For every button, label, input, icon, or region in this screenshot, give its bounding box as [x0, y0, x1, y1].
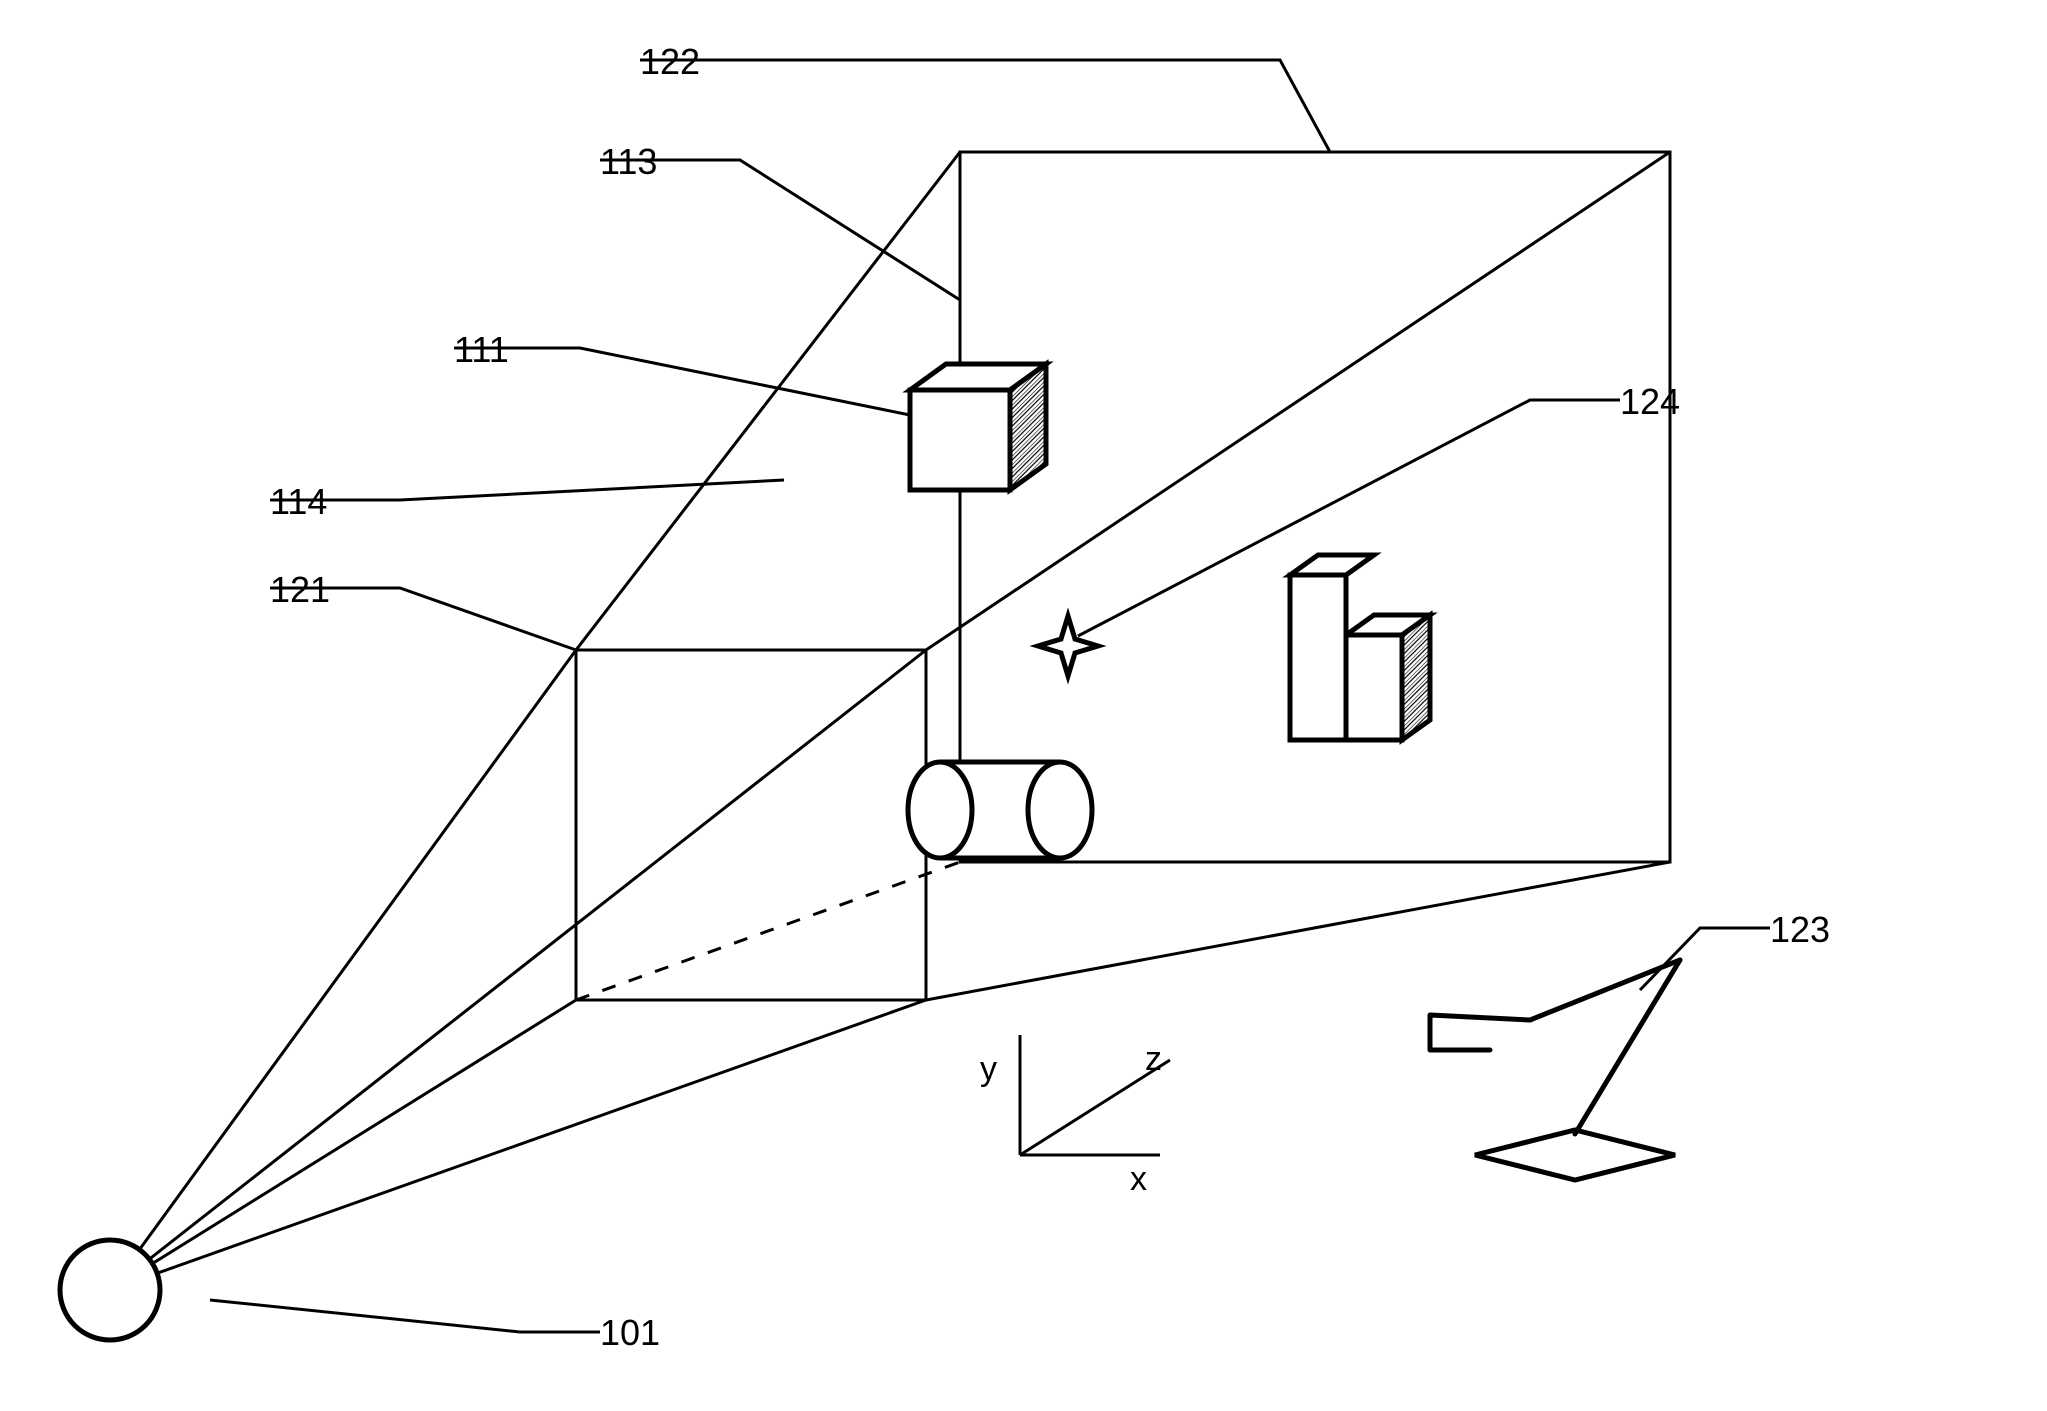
frustum-edge: [576, 152, 960, 650]
ref-label: 123: [1770, 909, 1830, 950]
frustum-edge-hidden: [576, 862, 960, 1000]
ref-label: 114: [270, 481, 327, 522]
cube-object: [910, 364, 1046, 490]
near-plane: [576, 650, 926, 1000]
leader-line: [454, 348, 910, 415]
bar-object: [1346, 615, 1430, 740]
leader-line: [1640, 928, 1770, 990]
far-plane: [960, 152, 1670, 862]
frustum-edge: [926, 862, 1670, 1000]
eye-icon: [60, 1240, 160, 1340]
star-marker: [1038, 616, 1098, 676]
ref-label: 111: [454, 329, 509, 370]
leader-line: [210, 1300, 600, 1332]
eye-ray: [110, 650, 576, 1290]
lamp-object: [1430, 960, 1680, 1180]
leader-line: [640, 60, 1330, 152]
axis-label-z: z: [1145, 1040, 1162, 1078]
leader-line: [1078, 400, 1620, 636]
ref-label: 121: [270, 569, 330, 610]
view-frustum: [110, 152, 1670, 1290]
eye-ray: [110, 1000, 576, 1290]
ref-label: 101: [600, 1312, 660, 1353]
ref-label: 113: [600, 141, 657, 182]
leader-line: [270, 480, 784, 500]
cylinder-object: [908, 762, 1092, 858]
eye-ray: [110, 650, 926, 1290]
ref-label: 122: [640, 41, 700, 82]
ref-label: 124: [1620, 381, 1680, 422]
eye-ray: [110, 1000, 926, 1290]
axis-label-x: x: [1130, 1160, 1147, 1198]
axis-label-y: y: [980, 1050, 997, 1088]
